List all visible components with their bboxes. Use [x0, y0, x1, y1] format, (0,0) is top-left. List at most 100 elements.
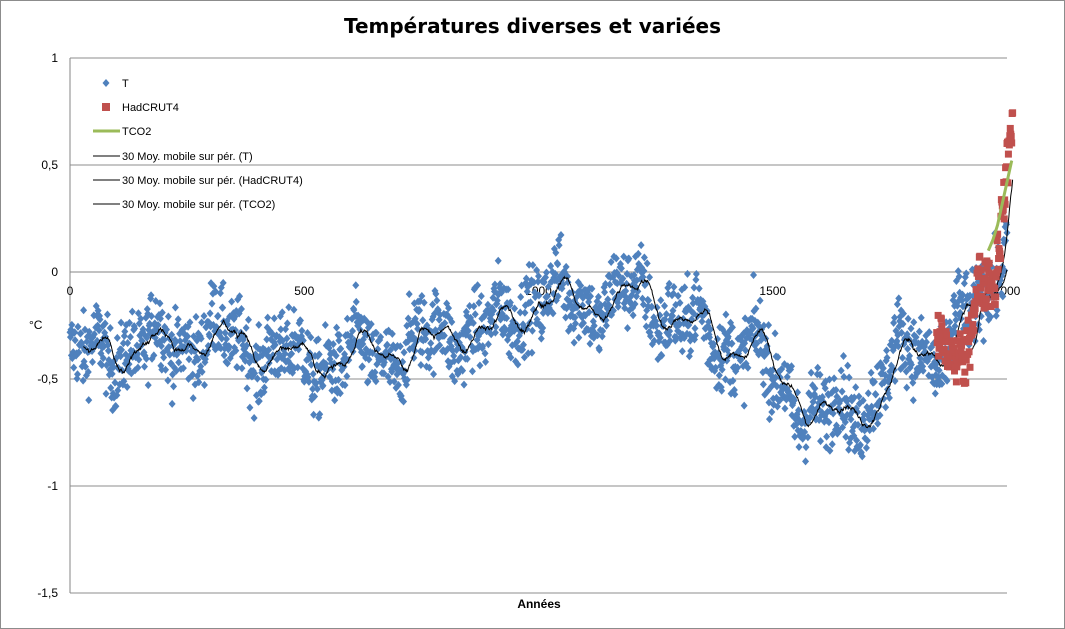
t-point: [243, 341, 251, 350]
hadcrut4-point: [985, 259, 993, 267]
t-point: [75, 348, 83, 357]
t-point: [228, 297, 236, 306]
t-point: [484, 300, 492, 309]
hadcrut4-point: [1003, 163, 1011, 171]
t-point: [852, 383, 860, 392]
t-point: [110, 363, 118, 372]
t-point: [88, 357, 96, 366]
t-point: [140, 362, 148, 371]
t-point: [530, 278, 538, 287]
hadcrut4-point: [991, 301, 999, 309]
t-point: [335, 331, 343, 340]
t-point: [432, 289, 440, 298]
t-point: [118, 345, 126, 354]
x-tick-label: 1500: [759, 284, 786, 298]
legend-marker-t: [102, 79, 110, 87]
t-point: [640, 253, 648, 262]
t-point: [514, 360, 522, 369]
t-point: [85, 396, 93, 405]
t-point: [74, 322, 82, 331]
t-point: [138, 336, 146, 345]
t-point: [491, 328, 499, 337]
t-point: [429, 300, 437, 309]
t-point: [200, 380, 208, 389]
t-point: [946, 318, 954, 327]
t-point: [552, 248, 560, 257]
t-point: [377, 333, 385, 342]
t-point: [123, 356, 131, 365]
hadcrut4-point: [975, 272, 983, 280]
t-point: [372, 329, 380, 338]
hadcrut4-point: [973, 292, 981, 300]
t-point: [883, 346, 891, 355]
t-point: [529, 261, 537, 270]
t-point: [715, 371, 723, 380]
t-point: [419, 316, 427, 325]
t-point: [641, 313, 649, 322]
t-point: [791, 432, 799, 441]
t-point: [283, 319, 291, 328]
t-point: [71, 336, 79, 345]
t-point: [907, 324, 915, 333]
hadcrut4-point: [964, 316, 972, 324]
t-point: [139, 325, 147, 334]
t-point: [147, 291, 155, 300]
legend-entry-label: HadCRUT4: [122, 102, 179, 114]
t-point: [648, 302, 656, 311]
t-point: [315, 350, 323, 359]
hadcrut4-point: [961, 368, 969, 376]
t-point: [85, 327, 93, 336]
t-point: [504, 285, 512, 294]
t-point: [607, 258, 615, 267]
t-point: [70, 363, 78, 372]
t-point: [756, 296, 764, 305]
t-point: [771, 329, 779, 338]
t-point: [124, 338, 132, 347]
t-point: [388, 329, 396, 338]
t-point: [173, 320, 181, 329]
t-point: [752, 304, 760, 313]
legend-entry-label: 30 Moy. mobile sur pér. (HadCRUT4): [122, 175, 303, 187]
t-point: [255, 397, 263, 406]
t-point: [200, 311, 208, 320]
t-point: [542, 268, 550, 277]
t-point: [885, 393, 893, 402]
t-point: [952, 315, 960, 324]
t-point: [899, 319, 907, 328]
t-point: [493, 296, 501, 305]
t-point: [783, 372, 791, 381]
t-point: [310, 410, 318, 419]
t-point: [218, 334, 226, 343]
t-point: [629, 311, 637, 320]
t-point: [299, 336, 307, 345]
t-point: [737, 355, 745, 364]
hadcrut4-point: [942, 338, 950, 346]
t-point: [816, 370, 824, 379]
t-point: [336, 389, 344, 398]
t-point: [750, 270, 758, 279]
t-point: [993, 306, 1001, 315]
t-point: [698, 317, 706, 326]
t-point: [729, 376, 737, 385]
t-point: [790, 396, 798, 405]
t-point: [101, 319, 109, 328]
t-point: [253, 374, 261, 383]
t-point: [850, 393, 858, 402]
hadcrut4-point: [976, 252, 984, 260]
t-point: [71, 328, 79, 337]
t-point: [506, 298, 514, 307]
t-point: [469, 319, 477, 328]
t-point: [471, 310, 479, 319]
t-point: [112, 402, 120, 411]
t-point: [79, 376, 87, 385]
t-point: [894, 342, 902, 351]
hadcrut4-point: [1004, 150, 1012, 158]
hadcrut4-point: [1001, 196, 1009, 204]
x-axis-label: Années: [517, 597, 561, 611]
t-point: [662, 310, 670, 319]
t-point: [123, 382, 131, 391]
t-point: [860, 415, 868, 424]
t-point: [907, 360, 915, 369]
t-point: [839, 423, 847, 432]
